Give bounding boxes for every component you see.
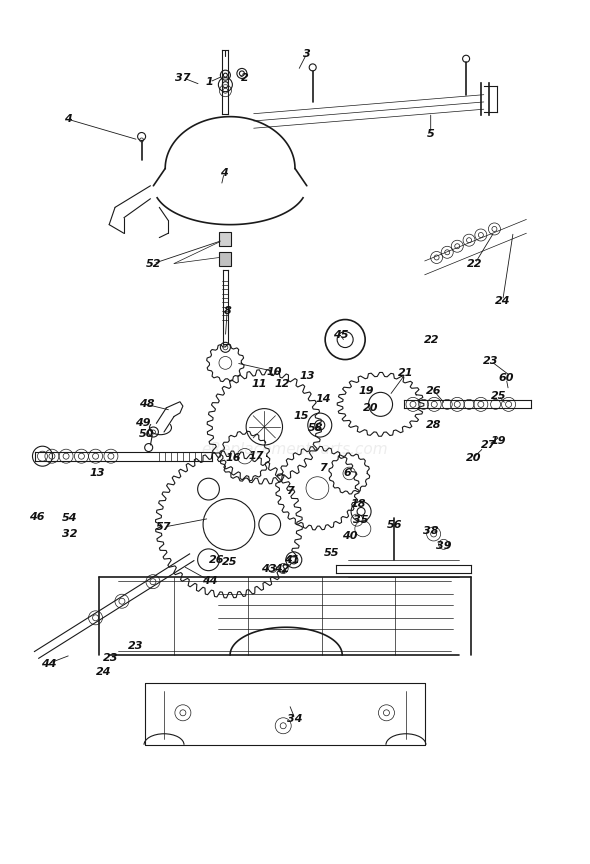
Text: 55: 55 (324, 548, 339, 558)
Circle shape (259, 513, 281, 536)
Text: 57: 57 (156, 522, 172, 532)
Circle shape (198, 549, 219, 570)
Text: 35: 35 (353, 515, 369, 525)
Text: 44: 44 (202, 575, 217, 586)
Text: 25: 25 (222, 556, 238, 567)
Text: 19: 19 (491, 435, 506, 446)
Text: 46: 46 (29, 511, 44, 522)
Text: 23: 23 (103, 653, 119, 664)
Text: 11: 11 (252, 379, 267, 390)
Text: 38: 38 (423, 526, 438, 537)
Text: 16: 16 (225, 453, 241, 463)
Text: 19: 19 (358, 386, 373, 397)
Text: 23: 23 (483, 356, 499, 366)
Text: 17: 17 (249, 451, 264, 461)
Text: 4: 4 (64, 114, 72, 124)
Bar (219, 252, 231, 266)
Text: 43: 43 (261, 563, 276, 574)
Text: 22: 22 (424, 334, 440, 345)
Text: 20: 20 (363, 403, 378, 413)
Text: 34: 34 (287, 714, 303, 724)
Text: 4: 4 (220, 168, 228, 178)
Text: 3: 3 (303, 48, 311, 59)
Text: 14: 14 (316, 394, 331, 404)
Text: 5: 5 (427, 129, 435, 139)
Text: 20: 20 (466, 453, 481, 463)
Text: 24: 24 (96, 667, 111, 677)
Text: 24: 24 (495, 295, 510, 306)
Text: 13: 13 (90, 468, 105, 479)
Text: 28: 28 (426, 420, 441, 430)
Text: 37: 37 (175, 73, 191, 83)
Bar (219, 232, 231, 245)
Text: 1: 1 (205, 77, 214, 87)
Text: 58: 58 (308, 422, 323, 433)
Text: 49: 49 (135, 418, 150, 429)
Text: 7: 7 (286, 486, 294, 496)
Text: 15: 15 (293, 411, 309, 422)
Text: 8: 8 (223, 306, 231, 316)
Text: 2: 2 (241, 73, 249, 83)
Text: 25: 25 (491, 391, 506, 401)
Text: 41: 41 (284, 555, 300, 565)
Text: 26: 26 (209, 555, 225, 565)
Text: 7: 7 (319, 463, 327, 473)
Circle shape (198, 479, 219, 500)
Text: 52: 52 (146, 258, 161, 269)
Text: 48: 48 (139, 399, 154, 410)
Text: 6: 6 (343, 468, 351, 479)
Text: 45: 45 (333, 330, 349, 340)
Text: 60: 60 (499, 373, 514, 384)
Text: 42: 42 (274, 563, 290, 574)
Text: 39: 39 (436, 541, 451, 551)
Text: 12: 12 (274, 379, 290, 390)
Text: 21: 21 (398, 368, 414, 378)
Text: 50: 50 (139, 429, 154, 439)
Text: 18: 18 (351, 499, 366, 509)
Text: 56: 56 (386, 520, 402, 530)
Text: 26: 26 (426, 385, 441, 396)
Text: 13: 13 (299, 371, 314, 381)
Text: 23: 23 (128, 641, 143, 651)
Text: 40: 40 (342, 530, 357, 541)
Text: 27: 27 (481, 440, 496, 450)
Text: 22: 22 (467, 258, 483, 269)
Text: eReplacementParts.com: eReplacementParts.com (202, 442, 388, 457)
Text: 10: 10 (267, 366, 282, 377)
Text: 44: 44 (41, 658, 56, 669)
Text: 54: 54 (62, 513, 77, 524)
Text: 32: 32 (62, 529, 77, 539)
